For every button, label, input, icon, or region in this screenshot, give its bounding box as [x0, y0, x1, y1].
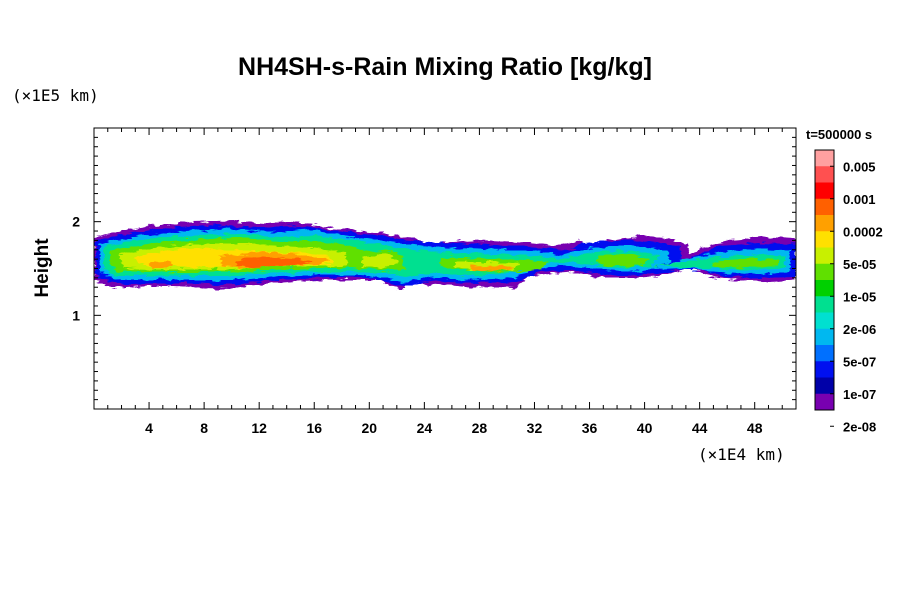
x-tick-label: 40: [637, 420, 653, 436]
colorbar-swatch: [815, 312, 834, 330]
colorbar-swatch: [815, 377, 834, 395]
colorbar-label: 5e-07: [843, 354, 876, 369]
x-unit-label: (×1E4 km): [698, 445, 785, 464]
x-axis: 4 8 12 16 20 24 28 32 36 40 44 48: [107, 128, 783, 436]
y-axis-label: Height: [32, 238, 53, 298]
colorbar-label: 5e-05: [843, 257, 876, 272]
colorbar-swatch: [815, 328, 834, 346]
y-unit-label: (×1E5 km): [12, 86, 99, 105]
colorbar-label: 1e-05: [843, 289, 876, 304]
colorbar-swatch: [815, 150, 834, 167]
colorbar-swatch: [815, 247, 834, 265]
x-tick-label: 48: [747, 420, 763, 436]
colorbar-label: 0.0002: [843, 224, 883, 239]
colorbar-swatch: [815, 345, 834, 362]
colorbar-swatch: [815, 215, 834, 232]
x-tick-label: 16: [306, 420, 322, 436]
colorbar-swatch: [815, 166, 834, 183]
colorbar-swatch: [815, 231, 834, 248]
x-tick-label: 8: [200, 420, 208, 436]
colorbar-swatch: [815, 361, 834, 378]
colorbar-label: 1e-07: [843, 387, 876, 402]
colorbar-swatch: [815, 198, 834, 216]
y-axis: 12: [72, 136, 796, 401]
colorbar-swatch: [815, 296, 834, 313]
x-tick-label: 20: [362, 420, 378, 436]
colorbar-swatch: [815, 182, 834, 200]
colorbar-frame: [814, 149, 835, 411]
colorbar-swatch: [815, 263, 834, 281]
x-tick-label: 44: [692, 420, 708, 436]
y-tick-label: 1: [72, 307, 80, 323]
time-label: t=500000 s: [806, 127, 872, 142]
y-tick-label: 2: [72, 214, 80, 230]
colorbar: 0.005 0.001 0.0002 5e-05 1e-05 2e-06 5e-07 1e-0…: [814, 149, 883, 434]
band-level-0.005: [235, 257, 312, 268]
colorbar-label: 2e-08: [843, 419, 876, 434]
x-tick-label: 28: [472, 420, 488, 436]
x-tick-label: 24: [417, 420, 433, 436]
colorbar-swatch: [815, 393, 834, 411]
x-tick-label: 4: [145, 420, 153, 436]
chart-title: NH4SH-s-Rain Mixing Ratio [kg/kg]: [238, 53, 652, 81]
colorbar-label: 0.001: [843, 192, 876, 207]
colorbar-label: 2e-06: [843, 322, 876, 337]
x-tick-label: 36: [582, 420, 598, 436]
x-tick-label: 32: [527, 420, 543, 436]
x-tick-label: 12: [251, 420, 267, 436]
colorbar-swatch: [815, 280, 834, 297]
mixing-ratio-field: [94, 221, 796, 290]
colorbar-label: 0.005: [843, 159, 876, 174]
